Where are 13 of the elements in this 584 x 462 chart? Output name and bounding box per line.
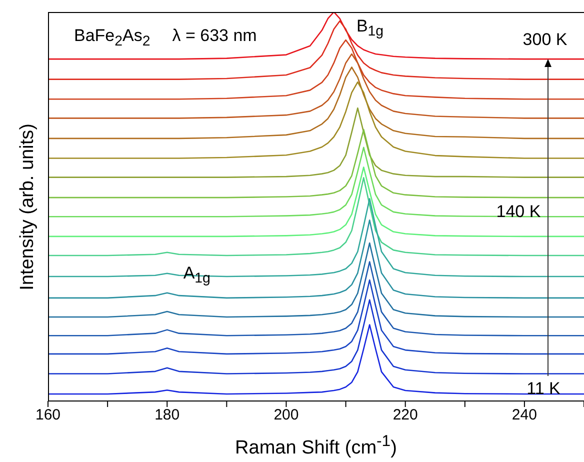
x-tick-label: 200 xyxy=(274,406,299,424)
x-axis-title: Raman Shift (cm$^{-1}$) xyxy=(234,433,398,460)
annotation: λ = 633 nm xyxy=(172,26,257,47)
x-tick-label: 220 xyxy=(392,406,418,424)
x-tick-label: 180 xyxy=(154,406,180,424)
x-tick-label: 160 xyxy=(35,406,61,424)
annotation: 11 K xyxy=(526,378,560,399)
annotation: BaFe$_{2}$As$_{2}$ xyxy=(74,26,150,50)
x-tick-label: 240 xyxy=(512,406,537,424)
y-axis-title: Intensity (arb. units) xyxy=(17,123,39,290)
annotation: B$_{1g}$ xyxy=(356,16,384,40)
annotation: 140 K xyxy=(496,202,541,222)
annotation: 300 K xyxy=(522,30,568,50)
